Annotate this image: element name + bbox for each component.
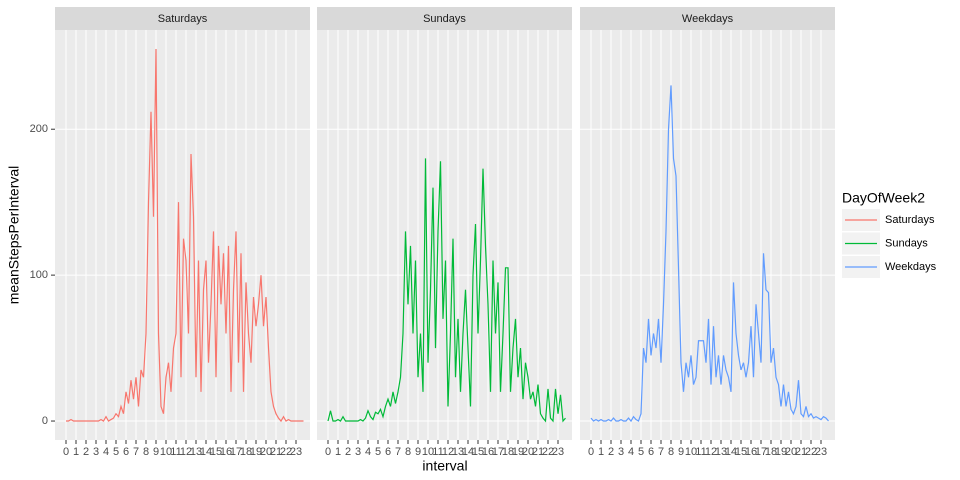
data-line — [327, 158, 566, 423]
x-tick-label: 18 — [765, 446, 777, 458]
legend-title: DayOfWeek2 — [842, 190, 925, 206]
y-axis-title: meanStepsPerInterval — [6, 166, 22, 305]
panel — [55, 30, 310, 440]
x-tick-label: 20 — [260, 446, 272, 458]
x-tick-label: 7 — [133, 446, 139, 458]
x-tick-label: 15 — [472, 446, 484, 458]
x-tick-label: 1 — [598, 446, 604, 458]
x-tick-label: 20 — [522, 446, 534, 458]
x-tick-label: 15 — [210, 446, 222, 458]
x-tick-label: 17 — [755, 446, 767, 458]
x-tick-label: 14 — [462, 446, 474, 458]
x-tick-label: 2 — [83, 446, 89, 458]
x-tick-label: 17 — [230, 446, 242, 458]
x-tick-label: 22 — [280, 446, 292, 458]
x-tick-label: 22 — [542, 446, 554, 458]
x-tick-label: 15 — [735, 446, 747, 458]
x-tick-label: 21 — [270, 446, 282, 458]
x-tick-label: 3 — [355, 446, 361, 458]
x-tick-label: 0 — [325, 446, 331, 458]
legend-label: Saturdays — [885, 214, 935, 226]
x-tick-label: 10 — [422, 446, 434, 458]
x-tick-label: 11 — [695, 446, 706, 458]
x-tick-label: 21 — [532, 446, 544, 458]
data-line — [66, 48, 304, 423]
x-tick-label: 14 — [200, 446, 212, 458]
x-tick-label: 21 — [795, 446, 807, 458]
x-tick-label: 19 — [250, 446, 262, 458]
x-tick-label: 12 — [705, 446, 717, 458]
x-tick-label: 16 — [220, 446, 232, 458]
x-tick-label: 5 — [113, 446, 119, 458]
strip-label: Sundays — [423, 13, 466, 25]
x-tick-label: 5 — [375, 446, 381, 458]
x-tick-label: 11 — [432, 446, 443, 458]
x-tick-label: 1 — [73, 446, 79, 458]
x-tick-label: 6 — [123, 446, 129, 458]
x-tick-label: 2 — [608, 446, 614, 458]
x-tick-label: 0 — [588, 446, 594, 458]
x-tick-label: 12 — [442, 446, 454, 458]
x-tick-label: 9 — [678, 446, 684, 458]
x-tick-label: 23 — [552, 446, 564, 458]
x-tick-label: 10 — [685, 446, 697, 458]
x-tick-label: 8 — [143, 446, 149, 458]
x-tick-label: 9 — [153, 446, 159, 458]
y-tick-label: 100 — [30, 269, 48, 281]
x-tick-label: 12 — [180, 446, 192, 458]
x-tick-label: 9 — [415, 446, 421, 458]
x-tick-label: 3 — [618, 446, 624, 458]
x-tick-label: 10 — [160, 446, 172, 458]
y-tick-label: 0 — [42, 415, 48, 427]
strip-label: Saturdays — [158, 13, 208, 25]
x-axis-title: interval — [422, 458, 467, 474]
x-tick-label: 22 — [805, 446, 817, 458]
x-tick-label: 17 — [492, 446, 504, 458]
panel — [580, 30, 835, 440]
x-tick-label: 6 — [648, 446, 654, 458]
x-tick-label: 23 — [815, 446, 827, 458]
x-tick-label: 19 — [775, 446, 787, 458]
x-tick-label: 19 — [512, 446, 524, 458]
x-tick-label: 16 — [482, 446, 494, 458]
strip-label: Weekdays — [682, 13, 734, 25]
x-tick-label: 4 — [365, 446, 371, 458]
x-tick-label: 18 — [240, 446, 252, 458]
x-tick-label: 7 — [395, 446, 401, 458]
legend-label: Weekdays — [885, 261, 937, 273]
x-tick-label: 20 — [785, 446, 797, 458]
x-tick-label: 4 — [628, 446, 634, 458]
x-tick-label: 23 — [290, 446, 302, 458]
data-line — [590, 85, 829, 423]
x-tick-label: 11 — [170, 446, 181, 458]
x-tick-label: 18 — [502, 446, 514, 458]
x-tick-label: 13 — [190, 446, 202, 458]
x-tick-label: 16 — [745, 446, 757, 458]
panel — [317, 30, 572, 440]
x-tick-label: 8 — [405, 446, 411, 458]
x-tick-label: 13 — [715, 446, 727, 458]
strip — [55, 7, 310, 30]
x-tick-label: 5 — [638, 446, 644, 458]
x-tick-label: 2 — [345, 446, 351, 458]
x-tick-label: 8 — [668, 446, 674, 458]
x-tick-label: 0 — [63, 446, 69, 458]
x-tick-label: 7 — [658, 446, 664, 458]
x-tick-label: 14 — [725, 446, 737, 458]
x-tick-label: 6 — [385, 446, 391, 458]
strip — [317, 7, 572, 30]
x-tick-label: 4 — [103, 446, 109, 458]
y-tick-label: 200 — [30, 123, 48, 135]
x-tick-label: 13 — [452, 446, 464, 458]
x-tick-label: 3 — [93, 446, 99, 458]
x-tick-label: 1 — [335, 446, 341, 458]
legend-label: Sundays — [885, 237, 928, 249]
strip — [580, 7, 835, 30]
